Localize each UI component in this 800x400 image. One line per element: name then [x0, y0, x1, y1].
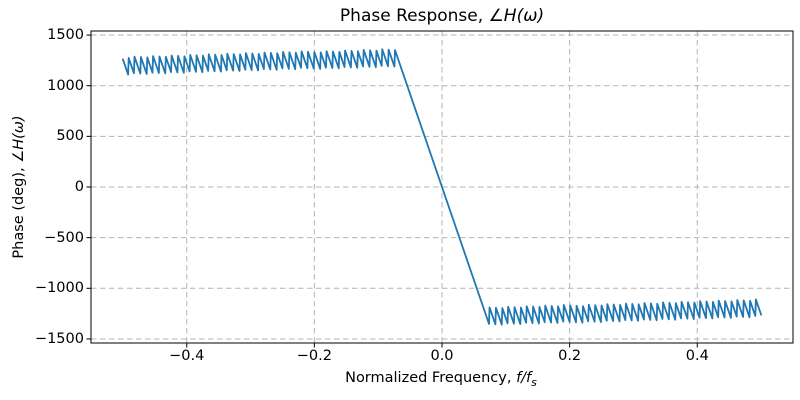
y-tick-label: −500 [44, 229, 84, 246]
chart-title: Phase Response, ∠H(ω) [340, 6, 544, 26]
x-tick-label: −0.4 [169, 348, 205, 364]
x-tick-label: 0.2 [558, 348, 582, 364]
chart-title-text: Phase Response, [339, 6, 489, 26]
x-axis-label: Normalized Frequency, f/fs [345, 370, 537, 389]
plot-border [90, 30, 794, 344]
y-tick-label: −1500 [34, 330, 84, 347]
chart-title-math: H(ω) [503, 6, 545, 26]
x-tick-label: −0.2 [296, 348, 332, 364]
x-axis-label-text: Normalized Frequency, [345, 370, 517, 386]
y-tick-label: −1000 [34, 280, 84, 297]
y-tick-label: 500 [56, 128, 84, 145]
x-tick-label: 0.4 [685, 348, 709, 364]
angle-symbol: ∠ [11, 149, 27, 163]
y-tick-label: 1000 [47, 77, 84, 94]
x-tick-label: 0.0 [430, 348, 454, 364]
angle-symbol: ∠ [488, 6, 504, 26]
x-axis-label-subscript: s [531, 375, 537, 389]
y-tick-label: 1500 [47, 27, 84, 44]
y-tick-label: 0 [74, 179, 84, 195]
phase-response-curve [122, 48, 762, 326]
x-axis-label-math: f/f [516, 370, 532, 386]
